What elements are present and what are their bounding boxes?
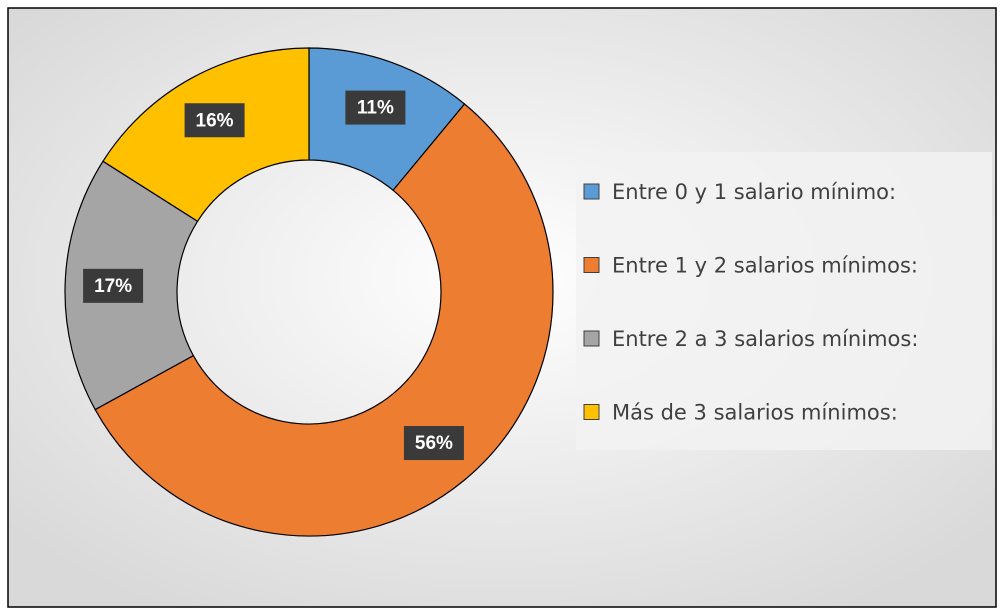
legend-label: Entre 1 y 2 salarios mínimos: xyxy=(612,254,918,278)
legend-swatch xyxy=(583,330,600,347)
data-label: 16% xyxy=(196,110,234,131)
data-label: 11% xyxy=(357,98,394,119)
legend-box xyxy=(576,152,992,450)
data-label: 56% xyxy=(415,433,453,454)
legend-swatch xyxy=(583,183,600,200)
data-label-box xyxy=(345,90,406,125)
legend-label: Más de 3 salarios mínimos: xyxy=(612,401,898,425)
legend-label: Entre 0 y 1 salario mínimo: xyxy=(612,180,896,204)
data-label-box xyxy=(403,426,464,461)
data-label: 17% xyxy=(94,276,132,297)
legend-swatch xyxy=(583,404,600,420)
data-label-box xyxy=(184,103,245,138)
legend-swatch xyxy=(583,257,600,273)
data-label-box xyxy=(83,268,144,303)
legend-label: Entre 2 a 3 salarios mínimos: xyxy=(612,327,918,351)
